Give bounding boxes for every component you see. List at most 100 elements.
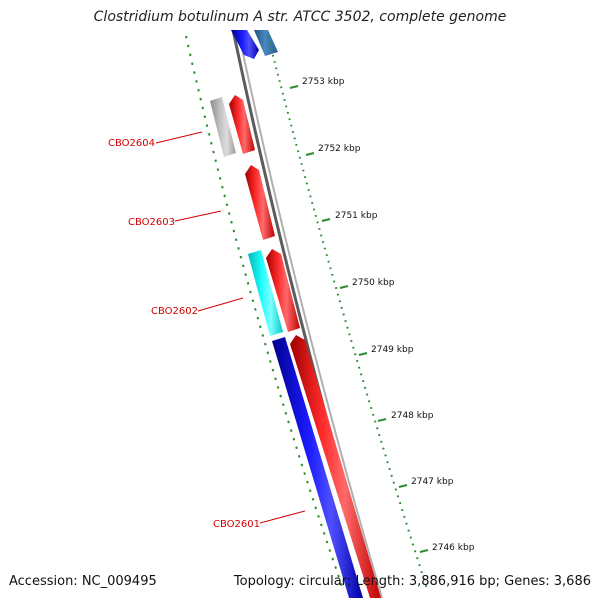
- track-dot: [363, 386, 367, 389]
- track-dot: [373, 420, 377, 423]
- track-dot: [207, 133, 211, 136]
- label-leader-line: [259, 510, 306, 524]
- track-dot: [322, 532, 326, 535]
- track-dot: [264, 342, 267, 346]
- track-dot: [189, 53, 192, 57]
- gene-label-cbo2604[interactable]: CBO2604: [108, 138, 155, 149]
- track-dot: [337, 574, 340, 578]
- gene-arrow-cbo2604[interactable]: [229, 95, 255, 154]
- gene-arrow-top-blue[interactable]: [231, 30, 259, 59]
- track-dot: [388, 467, 391, 471]
- track-dot: [405, 522, 408, 525]
- track-dot: [314, 506, 318, 510]
- gene-label-cbo2603[interactable]: CBO2603: [128, 217, 175, 228]
- track-dot: [261, 334, 265, 337]
- track-dot: [361, 380, 365, 383]
- track-dot: [308, 489, 312, 493]
- tick-label: 2749 kbp: [371, 345, 414, 355]
- track-dot: [266, 351, 270, 355]
- track-dot: [216, 168, 220, 171]
- track-dot: [237, 247, 240, 250]
- tick-label: 2748 kbp: [391, 411, 434, 421]
- track-dot: [295, 446, 298, 450]
- track-dot: [274, 377, 277, 381]
- track-dot: [331, 557, 335, 561]
- track-dot: [401, 508, 404, 512]
- track-dot: [396, 495, 400, 498]
- tick-label: 2750 kbp: [352, 278, 395, 288]
- outer-dotted-track: [267, 35, 428, 588]
- track-dot: [281, 403, 285, 407]
- track-dot: [289, 429, 293, 432]
- track-dot: [413, 550, 417, 553]
- track-dot: [380, 440, 383, 443]
- genome-backbone-shadow: [237, 29, 383, 599]
- gene-arrow-cyan[interactable]: [248, 250, 283, 336]
- track-dot: [223, 194, 226, 198]
- track-dot: [420, 570, 423, 574]
- track-dot: [386, 461, 389, 464]
- track-dot: [241, 264, 245, 268]
- track-dot: [303, 472, 306, 475]
- track-dot: [367, 400, 371, 403]
- track-dot: [378, 433, 381, 437]
- gene-label-cbo2601[interactable]: CBO2601: [213, 519, 260, 530]
- track-dot: [203, 115, 207, 119]
- tick-label: 2747 kbp: [411, 477, 454, 487]
- track-dot: [384, 454, 387, 457]
- track-dot: [239, 255, 243, 259]
- track-dot: [398, 501, 402, 505]
- gene-arrow-blue[interactable]: [272, 337, 363, 598]
- tick-mark: [321, 218, 331, 222]
- track-dot: [230, 220, 233, 224]
- track-dot: [197, 88, 200, 92]
- tick-mark: [289, 85, 299, 89]
- track-dot: [234, 238, 238, 242]
- track-dot: [311, 497, 315, 501]
- track-dot: [210, 141, 213, 145]
- track-dot: [212, 150, 215, 154]
- tick-label: 2751 kbp: [335, 211, 378, 221]
- track-dot: [297, 454, 301, 458]
- gene-arrow-cbo2602[interactable]: [266, 249, 300, 332]
- tick-mark: [377, 418, 387, 422]
- track-dot: [195, 80, 198, 83]
- track-dot: [276, 386, 280, 389]
- track-dot: [392, 481, 395, 484]
- track-dot: [259, 325, 262, 329]
- track-dot: [371, 413, 375, 416]
- tick-mark: [339, 285, 349, 289]
- track-dot: [365, 393, 369, 396]
- track-dot: [376, 427, 379, 430]
- tick-mark: [305, 152, 315, 156]
- gene-label-cbo2602[interactable]: CBO2602: [151, 306, 198, 317]
- track-dot: [390, 474, 393, 477]
- track-dot: [340, 583, 343, 586]
- track-dot: [249, 290, 252, 294]
- gene-arrow-cbo2603[interactable]: [245, 165, 275, 240]
- track-dot: [185, 35, 188, 39]
- track-dot: [205, 124, 209, 127]
- tick-label: 2752 kbp: [318, 144, 361, 154]
- gene-arrow-gray[interactable]: [210, 97, 236, 157]
- track-dot: [411, 543, 415, 546]
- track-dot: [232, 229, 236, 233]
- track-dot: [403, 515, 406, 519]
- track-dot: [193, 71, 196, 74]
- tick-label: 2753 kbp: [302, 77, 345, 87]
- track-dot: [422, 577, 426, 581]
- track-dot: [246, 281, 250, 285]
- track-dot: [292, 437, 296, 441]
- track-dot: [271, 368, 275, 372]
- gene-arrow-cbo2601[interactable]: [290, 335, 381, 598]
- track-dot: [227, 212, 231, 215]
- track-dot: [284, 411, 288, 415]
- map-title: Clostridium botulinum A str. ATCC 3502, …: [93, 9, 507, 25]
- track-dot: [418, 563, 421, 567]
- track-dot: [279, 394, 282, 398]
- tick-label: 2746 kbp: [432, 543, 475, 553]
- track-dot: [416, 557, 419, 560]
- track-dot: [325, 540, 329, 544]
- track-dot: [244, 273, 247, 276]
- label-leader-line: [155, 131, 203, 144]
